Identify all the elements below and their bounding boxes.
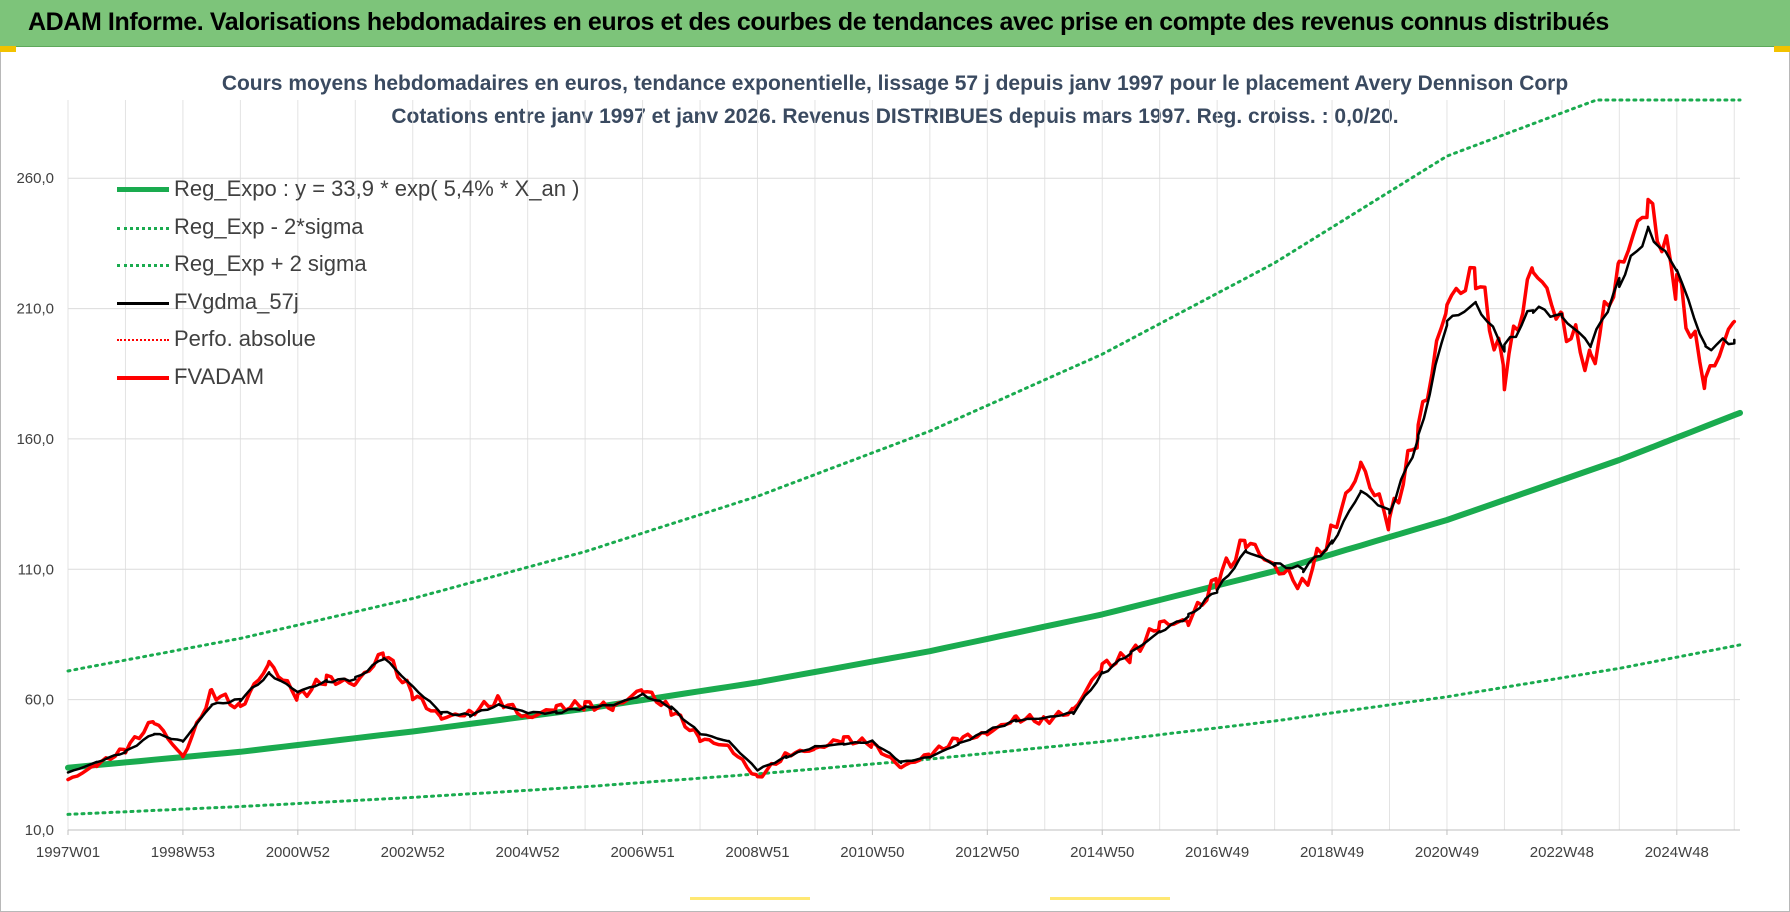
legend-swatch-reg-plus-sigma	[117, 264, 169, 267]
x-tick-label: 2020W49	[1415, 844, 1479, 861]
x-tick-label: 2008W51	[725, 844, 789, 861]
x-tick-label: 2024W48	[1645, 844, 1709, 861]
legend-swatch-fvgdma	[117, 301, 169, 305]
banner-title: ADAM Informe. Valorisations hebdomadaire…	[28, 8, 1609, 36]
legend-label-perfo-absolue: Perfo. absolue	[174, 326, 316, 351]
y-tick-label: 160,0	[16, 431, 54, 448]
x-tick-label: 2012W50	[955, 844, 1019, 861]
legend-label-fvgdma: FVgdma_57j	[174, 288, 299, 314]
x-tick-label: 2006W51	[610, 844, 674, 861]
legend-swatch-fvadam	[117, 375, 169, 380]
fvgdma-line	[66, 225, 1736, 774]
reg-plus-sigma-line	[66, 98, 1742, 673]
decor-mark	[1050, 897, 1170, 900]
y-tick-label: 110,0	[18, 561, 54, 578]
x-tick-label: 1997W01	[36, 844, 100, 861]
legend-label-reg-plus-sigma: Reg_Exp + 2 sigma	[174, 251, 367, 276]
corner-mark-right	[1774, 46, 1790, 52]
x-tick-label: 1998W53	[151, 844, 215, 861]
chart-subtitle: Cotations entre janv 1997 et janv 2026. …	[391, 105, 1399, 128]
y-tick-label: 60,0	[25, 692, 54, 709]
header-banner: ADAM Informe. Valorisations hebdomadaire…	[0, 0, 1790, 47]
y-tick-label: 210,0	[16, 301, 54, 318]
y-tick-label: 10,0	[25, 822, 54, 839]
x-tick-label: 2016W49	[1185, 844, 1249, 861]
legend-swatch-perfo-absolue	[117, 339, 169, 341]
axes: 10,0 60,0 110,0 160,0 210,0 260,0 1997W01 1998W…	[16, 170, 1740, 861]
legend-swatch-reg-expo	[117, 187, 169, 192]
fvadam-line	[66, 197, 1737, 782]
x-tick-label: 2000W52	[266, 844, 330, 861]
y-tick-label: 260,0	[16, 170, 54, 187]
x-tick-label: 2014W50	[1070, 844, 1134, 861]
reg-minus-sigma-line	[66, 643, 1742, 816]
corner-mark-left	[0, 46, 16, 52]
x-tick-label: 2004W52	[496, 844, 560, 861]
decor-mark	[690, 897, 810, 900]
x-tick-label: 2010W50	[840, 844, 904, 861]
legend-label-reg-minus-sigma: Reg_Exp - 2*sigma	[174, 213, 364, 239]
legend-swatch-reg-minus-sigma	[117, 226, 169, 230]
x-tick-label: 2022W48	[1530, 844, 1594, 861]
series-lines	[65, 98, 1743, 816]
x-tick-label: 2002W52	[381, 844, 445, 861]
legend-label-fvadam: FVADAM	[174, 363, 265, 389]
legend-label-reg-expo: Reg_Expo : y = 33,9 * exp( 5,4% * X_an )	[174, 176, 580, 201]
x-tick-label: 2018W49	[1300, 844, 1364, 861]
reg-expo-line	[65, 409, 1743, 771]
chart-title: Cours moyens hebdomadaires en euros, ten…	[221, 72, 1569, 95]
grid-lines	[67, 100, 1740, 831]
